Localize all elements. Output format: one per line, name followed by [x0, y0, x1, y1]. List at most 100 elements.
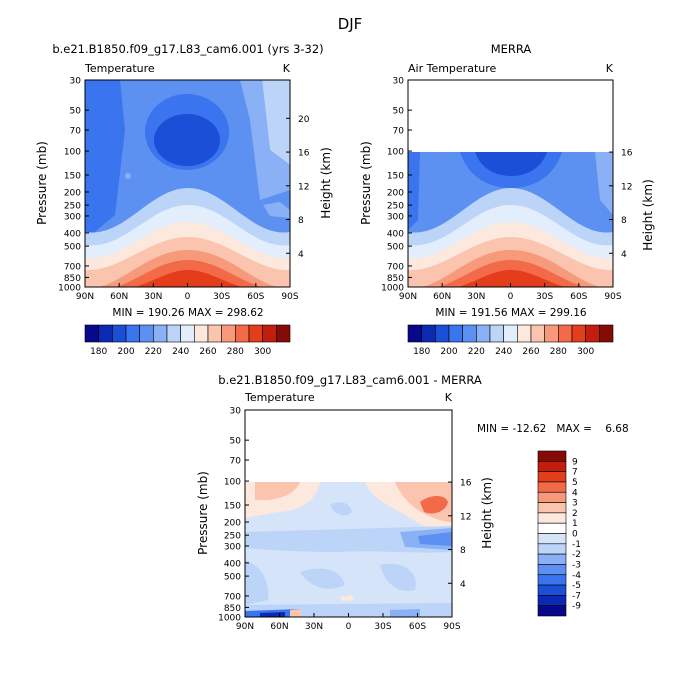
colorbar-swatch — [537, 574, 567, 586]
x-tick-label: 30S — [536, 292, 553, 302]
x-tick-label: 90N — [76, 292, 94, 302]
panel-diff-title: b.e21.B1850.f09_g17.L83_cam6.001 - MERRA — [218, 373, 482, 387]
y-tick-label: 400 — [64, 229, 81, 239]
y-tick-label: 700 — [224, 592, 241, 602]
colorbar-swatch — [180, 324, 195, 343]
colorbar-swatch — [476, 324, 491, 343]
colorbar-label: 1 — [572, 519, 578, 529]
y-tick-label: 200 — [387, 188, 404, 198]
y-tick-label: 850 — [387, 274, 404, 284]
colorbar-swatch — [84, 324, 99, 343]
colorbar-swatch — [276, 324, 291, 343]
y-tick-label: 200 — [224, 518, 241, 528]
y-tick-label: 850 — [224, 604, 241, 614]
panel-diff-ylabel-right: Height (km) — [480, 477, 494, 548]
colorbar-swatch — [537, 595, 567, 606]
colorbar-label: 240 — [172, 347, 189, 357]
panel-merra-ylabel: Pressure (mb) — [359, 141, 373, 225]
colorbar-label: -7 — [572, 591, 581, 601]
y-tick-label: 400 — [387, 229, 404, 239]
y-tick-label: 70 — [393, 127, 405, 137]
colorbar-label: 200 — [117, 347, 134, 357]
colorbar-swatch — [571, 324, 586, 343]
colorbar-label: 220 — [468, 347, 485, 357]
colorbar-swatch — [537, 502, 567, 514]
x-tick-label: 90S — [443, 622, 460, 632]
colorbar-label: 7 — [572, 468, 578, 478]
y-tick-label: 400 — [224, 559, 241, 569]
panel-merra: MERRA Air Temperature K 30 50 70 100 150 200 2… — [359, 42, 655, 357]
y-right-tick-label: 16 — [298, 149, 310, 159]
x-tick-label: 30S — [213, 292, 230, 302]
y-tick-label: 1000 — [58, 284, 81, 294]
panel-model-units: K — [283, 62, 291, 75]
colorbar-swatch — [558, 324, 573, 343]
y-tick-label: 150 — [387, 172, 404, 182]
colorbar-label: 5 — [572, 478, 578, 488]
colorbar-label: 3 — [572, 499, 578, 509]
colorbar-swatch — [537, 553, 567, 565]
colorbar-swatch — [166, 324, 181, 343]
y-tick-label: 100 — [64, 148, 81, 158]
x-tick-label: 90N — [236, 622, 254, 632]
y-tick-label: 700 — [64, 262, 81, 272]
y-tick-label: 300 — [64, 212, 81, 222]
colorbar-label: -1 — [572, 540, 581, 550]
x-tick-label: 0 — [508, 292, 514, 302]
colorbar-swatch — [139, 324, 154, 343]
colorbar-swatch — [517, 324, 532, 343]
y-tick-label: 50 — [70, 107, 82, 117]
y-right-tick-label: 4 — [298, 250, 304, 260]
panel-diff-subtitle: Temperature — [244, 391, 315, 404]
panel-model-subtitle: Temperature — [84, 62, 155, 75]
colorbar-label: 280 — [227, 347, 244, 357]
colorbar-label: 9 — [572, 457, 578, 467]
y-tick-label: 100 — [224, 478, 241, 488]
colorbar-swatch — [537, 605, 567, 617]
colorbar-swatch — [537, 450, 567, 462]
y-tick-label: 500 — [64, 243, 81, 253]
x-tick-label: 0 — [346, 622, 352, 632]
x-tick-label: 60S — [570, 292, 587, 302]
panel-diff: b.e21.B1850.f09_g17.L83_cam6.001 - MERRA… — [196, 373, 629, 632]
colorbar-label: -9 — [572, 602, 581, 612]
y-tick-label: 50 — [393, 107, 405, 117]
colorbar-swatch — [544, 324, 559, 343]
colorbar-label: -2 — [572, 550, 581, 560]
panel-merra-stats: MIN = 191.56 MAX = 299.16 — [435, 307, 587, 319]
colorbar-swatch — [537, 512, 567, 524]
colorbar-swatch — [448, 324, 463, 343]
colorbar-label: -4 — [572, 571, 581, 581]
colorbar-swatch — [407, 324, 422, 343]
panel-model-ylabel-right: Height (km) — [319, 147, 333, 218]
x-tick-label: 60S — [247, 292, 264, 302]
colorbar-label: 200 — [440, 347, 457, 357]
panel-merra-subtitle: Air Temperature — [408, 62, 497, 75]
panel-model: b.e21.B1850.f09_g17.L83_cam6.001 (yrs 3-… — [35, 42, 333, 357]
y-tick-label: 1000 — [218, 614, 241, 624]
y-tick-label: 70 — [230, 457, 242, 467]
y-tick-label: 200 — [64, 188, 81, 198]
y-tick-label: 70 — [70, 127, 82, 137]
colorbar-swatch — [585, 324, 600, 343]
panel-merra-units: K — [606, 62, 614, 75]
y-right-tick-label: 4 — [460, 580, 466, 590]
colorbar-label: 0 — [572, 530, 578, 540]
colorbar-swatch — [537, 543, 567, 555]
x-tick-label: 30N — [144, 292, 162, 302]
panel-merra-title: MERRA — [491, 42, 532, 56]
y-tick-label: 250 — [64, 202, 81, 212]
y-tick-label: 1000 — [381, 284, 404, 294]
panel-model-colorbar: 180 200 220 240 260 280 300 — [84, 324, 291, 357]
colorbar-label: 180 — [90, 347, 107, 357]
colorbar-swatch — [194, 324, 209, 343]
x-tick-label: 60N — [270, 622, 288, 632]
colorbar-swatch — [262, 324, 277, 343]
colorbar-label: 240 — [495, 347, 512, 357]
y-tick-label: 100 — [387, 148, 404, 158]
x-tick-label: 90S — [604, 292, 621, 302]
panel-diff-units: K — [445, 391, 453, 404]
y-tick-label: 250 — [387, 202, 404, 212]
